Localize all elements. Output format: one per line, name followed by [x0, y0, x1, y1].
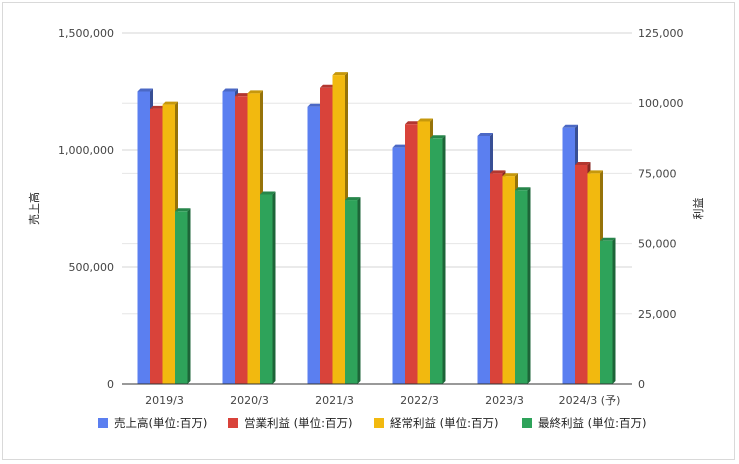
- bar-top: [392, 144, 408, 148]
- right-axis-tick-label: 100,000: [638, 97, 684, 110]
- bar: [175, 211, 188, 384]
- bar: [515, 190, 528, 384]
- bar: [235, 96, 248, 385]
- bar-top: [260, 191, 276, 195]
- legend-swatch: [98, 418, 108, 428]
- bar-side: [357, 197, 361, 384]
- bar-side: [187, 208, 191, 384]
- legend: 売上高(単位:百万) 営業利益 (単位:百万) 経常利益 (単位:百万) 最終利益 (…: [98, 416, 647, 430]
- bar: [247, 93, 260, 384]
- bar-top: [345, 197, 361, 201]
- bar: [502, 176, 515, 384]
- bar-top: [515, 187, 531, 191]
- bar: [405, 124, 418, 384]
- bar-top: [405, 121, 421, 125]
- bar-top: [430, 135, 446, 139]
- bar-top: [587, 170, 603, 174]
- bar: [222, 91, 235, 384]
- bar-side: [612, 237, 616, 384]
- legend-swatch: [374, 418, 384, 428]
- bar-top: [417, 118, 433, 122]
- left-axis-ticks: 0 500,000 1,000,000 1,500,000: [58, 27, 114, 391]
- left-axis-tick-label: 500,000: [69, 261, 115, 274]
- right-axis-ticks: 0 25,000 50,000 75,000 100,000 125,000: [638, 27, 684, 391]
- bar: [392, 147, 405, 384]
- bars: [137, 72, 616, 385]
- bar-side: [442, 135, 446, 384]
- right-axis-tick-label: 125,000: [638, 27, 684, 40]
- bar-top: [162, 101, 178, 105]
- bar-top: [150, 105, 166, 109]
- bar-top: [477, 132, 493, 136]
- bar: [600, 240, 613, 384]
- bar-top: [490, 170, 506, 174]
- bar: [260, 194, 273, 384]
- bar: [562, 127, 575, 385]
- bar: [137, 91, 150, 384]
- bar: [345, 200, 358, 384]
- x-axis-tick-label: 2020/3: [230, 394, 269, 407]
- gridlines: [122, 32, 632, 385]
- bar-side: [527, 187, 531, 384]
- x-axis-tick-label: 2023/3: [485, 394, 524, 407]
- bar: [477, 135, 490, 384]
- bar-side: [272, 191, 276, 384]
- bar-top: [575, 161, 591, 165]
- bar-top: [320, 84, 336, 88]
- bar: [417, 121, 430, 385]
- right-axis-tick-label: 50,000: [638, 238, 677, 251]
- legend-label: 営業利益 (単位:百万): [244, 416, 353, 430]
- right-axis-tick-label: 0: [638, 378, 645, 391]
- right-axis-tick-label: 25,000: [638, 308, 677, 321]
- bar-top: [600, 237, 616, 241]
- bar-top: [137, 88, 153, 92]
- legend-label: 最終利益 (単位:百万): [538, 416, 647, 430]
- left-axis-tick-label: 1,000,000: [58, 144, 114, 157]
- bar: [587, 173, 600, 384]
- x-axis-tick-label: 2019/3: [145, 394, 184, 407]
- left-axis-tick-label: 0: [107, 378, 114, 391]
- bar-top: [175, 208, 191, 212]
- legend-swatch: [228, 418, 238, 428]
- bar-top: [502, 173, 518, 177]
- right-axis-title: 利益: [691, 198, 705, 220]
- x-axis-tick-label: 2021/3: [315, 394, 354, 407]
- x-axis-tick-label: 2024/3 (予): [559, 394, 621, 407]
- legend-label: 売上高(単位:百万): [114, 416, 207, 430]
- bar-top: [247, 90, 263, 94]
- bar-top: [222, 88, 238, 92]
- x-axis-tick-label: 2022/3: [400, 394, 439, 407]
- legend-swatch: [522, 418, 532, 428]
- bar-top: [235, 93, 251, 97]
- bar: [575, 164, 588, 384]
- bar: [307, 106, 320, 385]
- right-axis-tick-label: 75,000: [638, 167, 677, 180]
- bar-top: [332, 72, 348, 76]
- legend-label: 経常利益 (単位:百万): [390, 416, 499, 430]
- bar-top: [562, 124, 578, 128]
- bar: [150, 108, 163, 384]
- bar-top: [307, 103, 323, 107]
- x-axis-ticks: 2019/3 2020/3 2021/3 2022/3 2023/3 2024/3 (予): [145, 394, 620, 407]
- bar: [430, 138, 443, 384]
- bar: [332, 75, 345, 385]
- bar: [162, 104, 175, 384]
- left-axis-tick-label: 1,500,000: [58, 27, 114, 40]
- left-axis-title: 売上高: [27, 192, 41, 225]
- bar: [320, 87, 333, 385]
- bar: [490, 173, 503, 384]
